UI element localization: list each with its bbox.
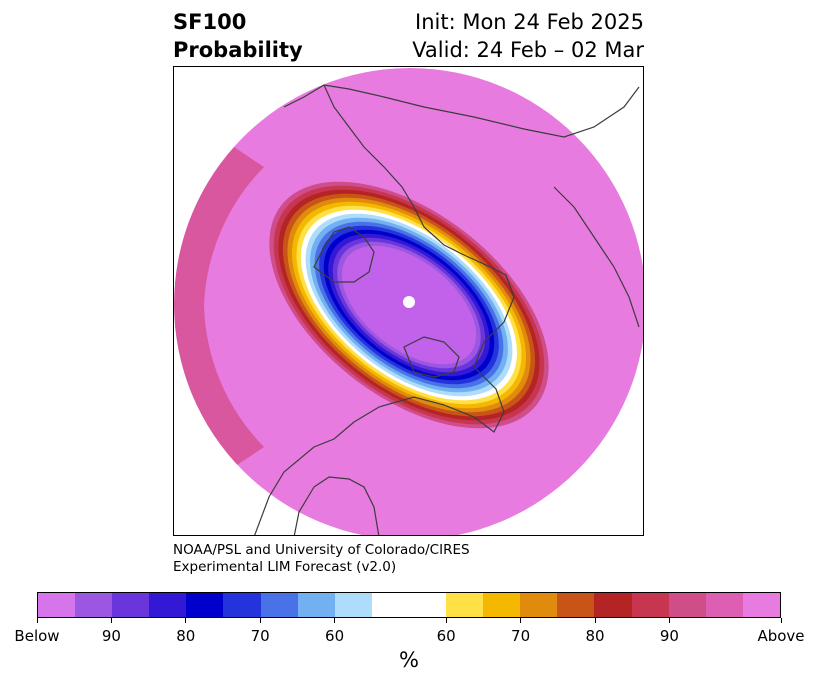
continent-outline-2 (283, 84, 640, 138)
colorbar-tick-mark (520, 618, 522, 623)
colorbar-tick-label: 60 (325, 627, 345, 645)
colorbar-tick-mark (780, 618, 782, 623)
rim-band (174, 147, 264, 467)
credit-text: NOAA/PSL and University of Colorado/CIRE… (173, 542, 470, 576)
colorbar-segment (297, 593, 335, 617)
colorbar-tick-label: Below (14, 627, 60, 645)
colorbar-segment (483, 593, 521, 617)
colorbar-tick-label: 90 (101, 627, 121, 645)
colorbar-segment (631, 593, 669, 617)
credit-line-2: Experimental LIM Forecast (v2.0) (173, 559, 397, 575)
colorbar-unit-label: % (399, 648, 419, 672)
colorbar-tick-mark (594, 618, 596, 623)
colorbar-tick-label: 70 (250, 627, 270, 645)
colorbar-segment (371, 593, 409, 617)
colorbar-segment (668, 593, 706, 617)
island-outline (313, 226, 375, 283)
colorbar-segment (334, 593, 372, 617)
title-variable: SF100 (173, 10, 247, 34)
title-left: SF100 Probability (173, 8, 303, 64)
map-panel (173, 66, 644, 536)
colorbar-segment (112, 593, 150, 617)
colorbar-segment (75, 593, 113, 617)
colorbar-tick-mark (259, 618, 261, 623)
colorbar-tick-label: 80 (585, 627, 605, 645)
north-america-outline (293, 476, 380, 535)
colorbar-segment (594, 593, 632, 617)
colorbar-tick-mark (445, 618, 447, 623)
colorbar-segment (260, 593, 298, 617)
continent-outline-1 (254, 84, 515, 535)
colorbar-tick-label: 90 (659, 627, 679, 645)
colorbar-segment (186, 593, 224, 617)
coastlines (254, 84, 640, 535)
colorbar-segment (520, 593, 558, 617)
colorbar-segment (557, 593, 595, 617)
colorbar-segment (149, 593, 187, 617)
colorbar-tick-label: 80 (176, 627, 196, 645)
probability-field (174, 68, 643, 535)
asia-outline (553, 186, 640, 328)
colorbar-tick-label: 60 (436, 627, 456, 645)
colorbar-segment (38, 593, 76, 617)
credit-line-1: NOAA/PSL and University of Colorado/CIRE… (173, 542, 470, 558)
title-right: Init: Mon 24 Feb 2025 Valid: 24 Feb – 02… (412, 8, 644, 64)
colorbar-tick-mark (668, 618, 670, 623)
greenland-outline (403, 336, 460, 378)
colorbar-tick-mark (36, 618, 38, 623)
colorbar-segment (705, 593, 743, 617)
north-pole-marker (403, 296, 415, 308)
colorbar-tick-label: 70 (511, 627, 531, 645)
polar-map (174, 68, 643, 535)
init-date: Init: Mon 24 Feb 2025 (415, 10, 644, 34)
valid-period: Valid: 24 Feb – 02 Mar (412, 38, 644, 62)
colorbar-tick-mark (185, 618, 187, 623)
colorbar (37, 592, 781, 618)
colorbar-tick-label: Above (757, 627, 805, 645)
colorbar-tick-mark (334, 618, 336, 623)
colorbar-segment (446, 593, 484, 617)
colorbar-segment (223, 593, 261, 617)
colorbar-segment (742, 593, 780, 617)
colorbar-segment (408, 593, 447, 617)
colorbar-tick-mark (110, 618, 112, 623)
title-field-type: Probability (173, 38, 303, 62)
